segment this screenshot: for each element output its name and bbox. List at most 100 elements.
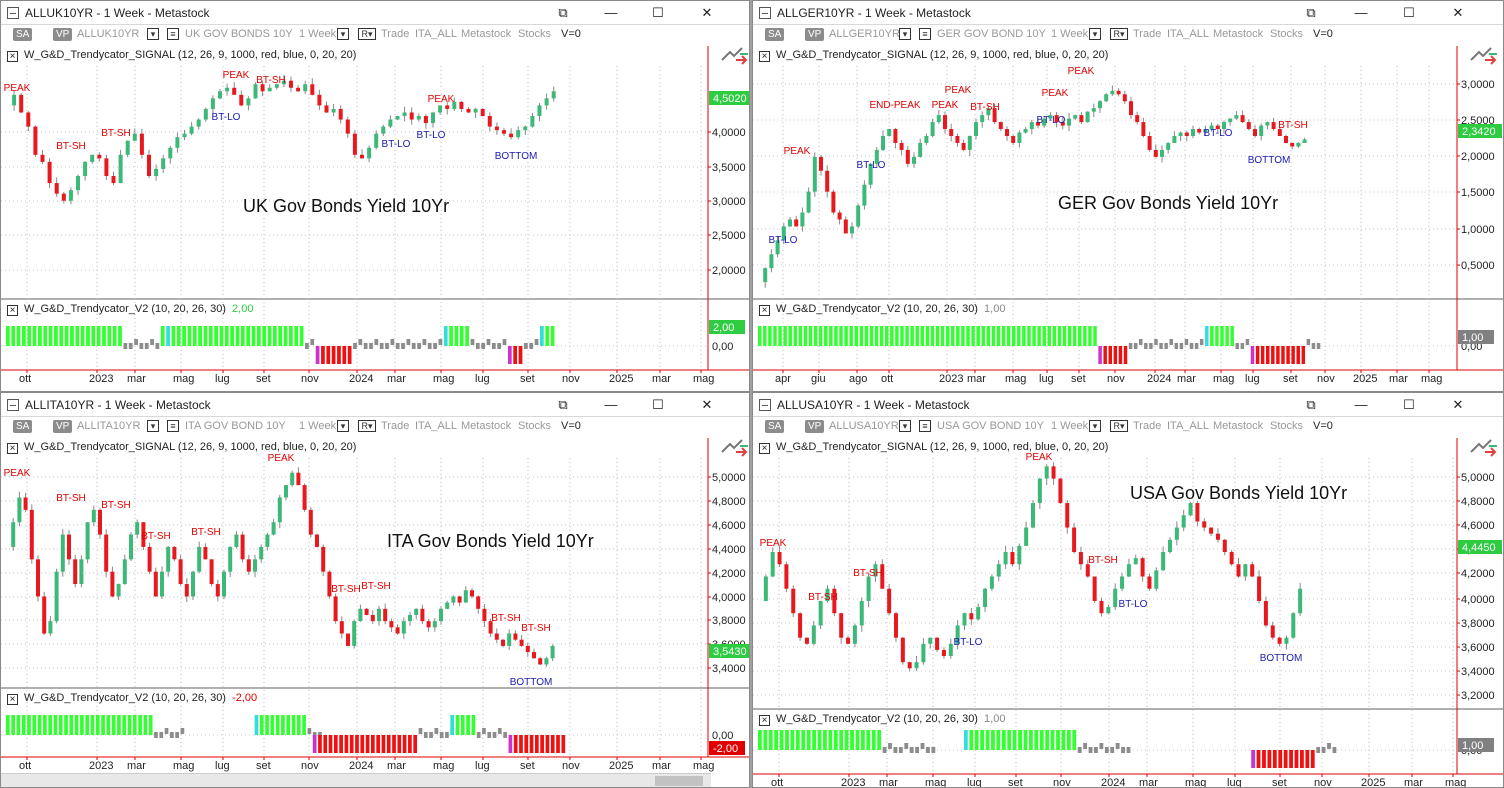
histogram-bar (254, 715, 259, 735)
histogram-bar (106, 715, 111, 735)
minimize-button[interactable]: — (1354, 5, 1368, 20)
r-dropdown[interactable]: R▾ (1110, 28, 1128, 40)
price-tick-label: 1,5000 (1461, 187, 1495, 199)
chart-canvas[interactable]: 4,0000 3,5000 3,0000 2,5000 2,0000 4,5020 PEAK… (1, 1, 750, 392)
horizontal-scrollbar[interactable] (1, 773, 711, 787)
chart-window-uk[interactable]: ALLUK10YR - 1 Week - Metastock ⧉ — ☐ ✕ SA VP AL… (0, 0, 750, 392)
histogram-bar (803, 326, 808, 346)
trend-tool-icon[interactable] (721, 439, 748, 457)
symbol-dropdown[interactable]: ▾ (899, 28, 911, 40)
restore-icon[interactable]: ⧉ (558, 5, 568, 20)
remove-signal-icon[interactable]: × (7, 443, 18, 454)
candle-body (1166, 142, 1171, 150)
close-button[interactable]: ✕ (701, 5, 713, 20)
maximize-button[interactable]: ☐ (1403, 397, 1415, 412)
vp-button[interactable]: VP (805, 28, 825, 41)
chart-window-ger[interactable]: ALLGER10YR - 1 Week - Metastock ⧉ — ☐ ✕ SA VP A… (752, 0, 1504, 392)
trend-tool-icon[interactable] (1470, 439, 1497, 457)
price-tick-label: 2,0000 (1461, 151, 1495, 163)
remove-signal-icon[interactable]: × (7, 51, 18, 62)
candle-body (360, 154, 364, 159)
trade-label: Trade (381, 28, 410, 40)
remove-signal-icon[interactable]: × (759, 51, 770, 62)
trendycator-indicator-row: × W_G&D_Trendycator_V2 (10, 20, 26, 30) 1… (759, 713, 1005, 726)
symbol-dropdown[interactable]: ▾ (147, 28, 159, 40)
indicator-zero-label: 0,00 (712, 341, 733, 353)
close-button[interactable]: ✕ (701, 397, 713, 412)
list-icon[interactable]: ≡ (919, 420, 931, 432)
candle-body (850, 226, 854, 234)
price-tick-label: 5,0000 (1461, 472, 1495, 484)
symbol-label: ALLITA10YR (77, 420, 141, 432)
histogram-bar (328, 735, 333, 753)
histogram-bar (386, 735, 391, 753)
sa-button[interactable]: SA (13, 420, 33, 433)
price-tick-label: 3,0000 (1461, 79, 1495, 91)
histogram-bar (318, 735, 322, 753)
signal-annotation-peak: BT-SH (101, 128, 130, 139)
minimize-button[interactable]: — (604, 397, 618, 412)
vp-button[interactable]: VP (53, 28, 73, 41)
candle-body (791, 588, 796, 614)
time-tick-label: mag (1005, 373, 1026, 385)
close-button[interactable]: ✕ (1452, 5, 1464, 20)
restore-icon[interactable]: ⧉ (1306, 397, 1316, 412)
remove-indicator-icon[interactable]: × (759, 715, 770, 726)
maximize-button[interactable]: ☐ (1403, 5, 1415, 20)
histogram-bar (1133, 343, 1138, 349)
chart-window-usa[interactable]: ALLUSA10YR - 1 Week - Metastock ⧉ — ☐ ✕ SA VP A… (752, 392, 1504, 788)
minimize-button[interactable]: — (604, 5, 618, 20)
symbol-dropdown[interactable]: ▾ (899, 420, 911, 432)
maximize-button[interactable]: ☐ (652, 5, 664, 20)
chart-canvas[interactable]: 5,00004,80004,60004,40004,20004,00003,80… (1, 393, 750, 788)
price-tick-label: 4,6000 (712, 520, 746, 532)
list-icon[interactable]: ≡ (167, 28, 179, 40)
signal-annotation-peak: BT-SH (256, 75, 285, 86)
chart-window-ita[interactable]: ALLITA10YR - 1 Week - Metastock ⧉ — ☐ ✕ SA VP A… (0, 392, 750, 788)
period-dropdown[interactable]: ▾ (1089, 420, 1101, 432)
symbol-dropdown[interactable]: ▾ (147, 420, 159, 432)
scrollbar-thumb[interactable] (655, 776, 703, 786)
candle-body (338, 108, 343, 120)
remove-indicator-icon[interactable]: × (759, 305, 770, 316)
histogram-bar (1262, 750, 1266, 768)
vp-button[interactable]: VP (805, 420, 825, 433)
list-icon[interactable]: ≡ (919, 28, 931, 40)
histogram-bar (433, 343, 437, 349)
close-button[interactable]: ✕ (1452, 397, 1464, 412)
remove-indicator-icon[interactable]: × (7, 305, 18, 316)
vp-button[interactable]: VP (53, 420, 73, 433)
sa-button[interactable]: SA (765, 28, 785, 41)
candle-body (1161, 552, 1166, 571)
histogram-bar (101, 715, 105, 735)
period-dropdown[interactable]: ▾ (337, 420, 349, 432)
trend-tool-icon[interactable] (721, 47, 748, 65)
remove-indicator-icon[interactable]: × (7, 694, 18, 705)
restore-icon[interactable]: ⧉ (1306, 5, 1316, 20)
chart-canvas[interactable]: 5,00004,80004,60004,40004,20004,00003,80… (753, 393, 1504, 788)
time-tick-label: set (520, 760, 535, 772)
r-dropdown[interactable]: R▾ (358, 420, 376, 432)
sa-button[interactable]: SA (765, 420, 785, 433)
list-icon[interactable]: ≡ (167, 420, 179, 432)
period-dropdown[interactable]: ▾ (1089, 28, 1101, 40)
histogram-bar (895, 326, 899, 346)
histogram-bar (1034, 730, 1039, 750)
chart-canvas[interactable]: 3,00002,50002,00001,50001,00000,50002,34… (753, 1, 1504, 392)
remove-signal-icon[interactable]: × (759, 443, 770, 454)
r-dropdown[interactable]: R▾ (1110, 420, 1128, 432)
restore-icon[interactable]: ⧉ (558, 397, 568, 412)
sa-button[interactable]: SA (13, 28, 33, 41)
trend-tool-icon[interactable] (1470, 47, 1497, 65)
minimize-button[interactable]: — (1354, 397, 1368, 412)
histogram-bar (259, 715, 264, 735)
period-label: 1 Week (1051, 420, 1089, 432)
period-dropdown[interactable]: ▾ (337, 28, 349, 40)
histogram-bar (1029, 730, 1033, 750)
histogram-bar (793, 326, 798, 346)
signal-label: W_G&D_Trendycator_SIGNAL (12, 26, 9, 100… (776, 441, 1109, 453)
histogram-bar (470, 339, 475, 345)
maximize-button[interactable]: ☐ (652, 397, 664, 412)
candle-body (839, 613, 844, 638)
r-dropdown[interactable]: R▾ (358, 28, 376, 40)
